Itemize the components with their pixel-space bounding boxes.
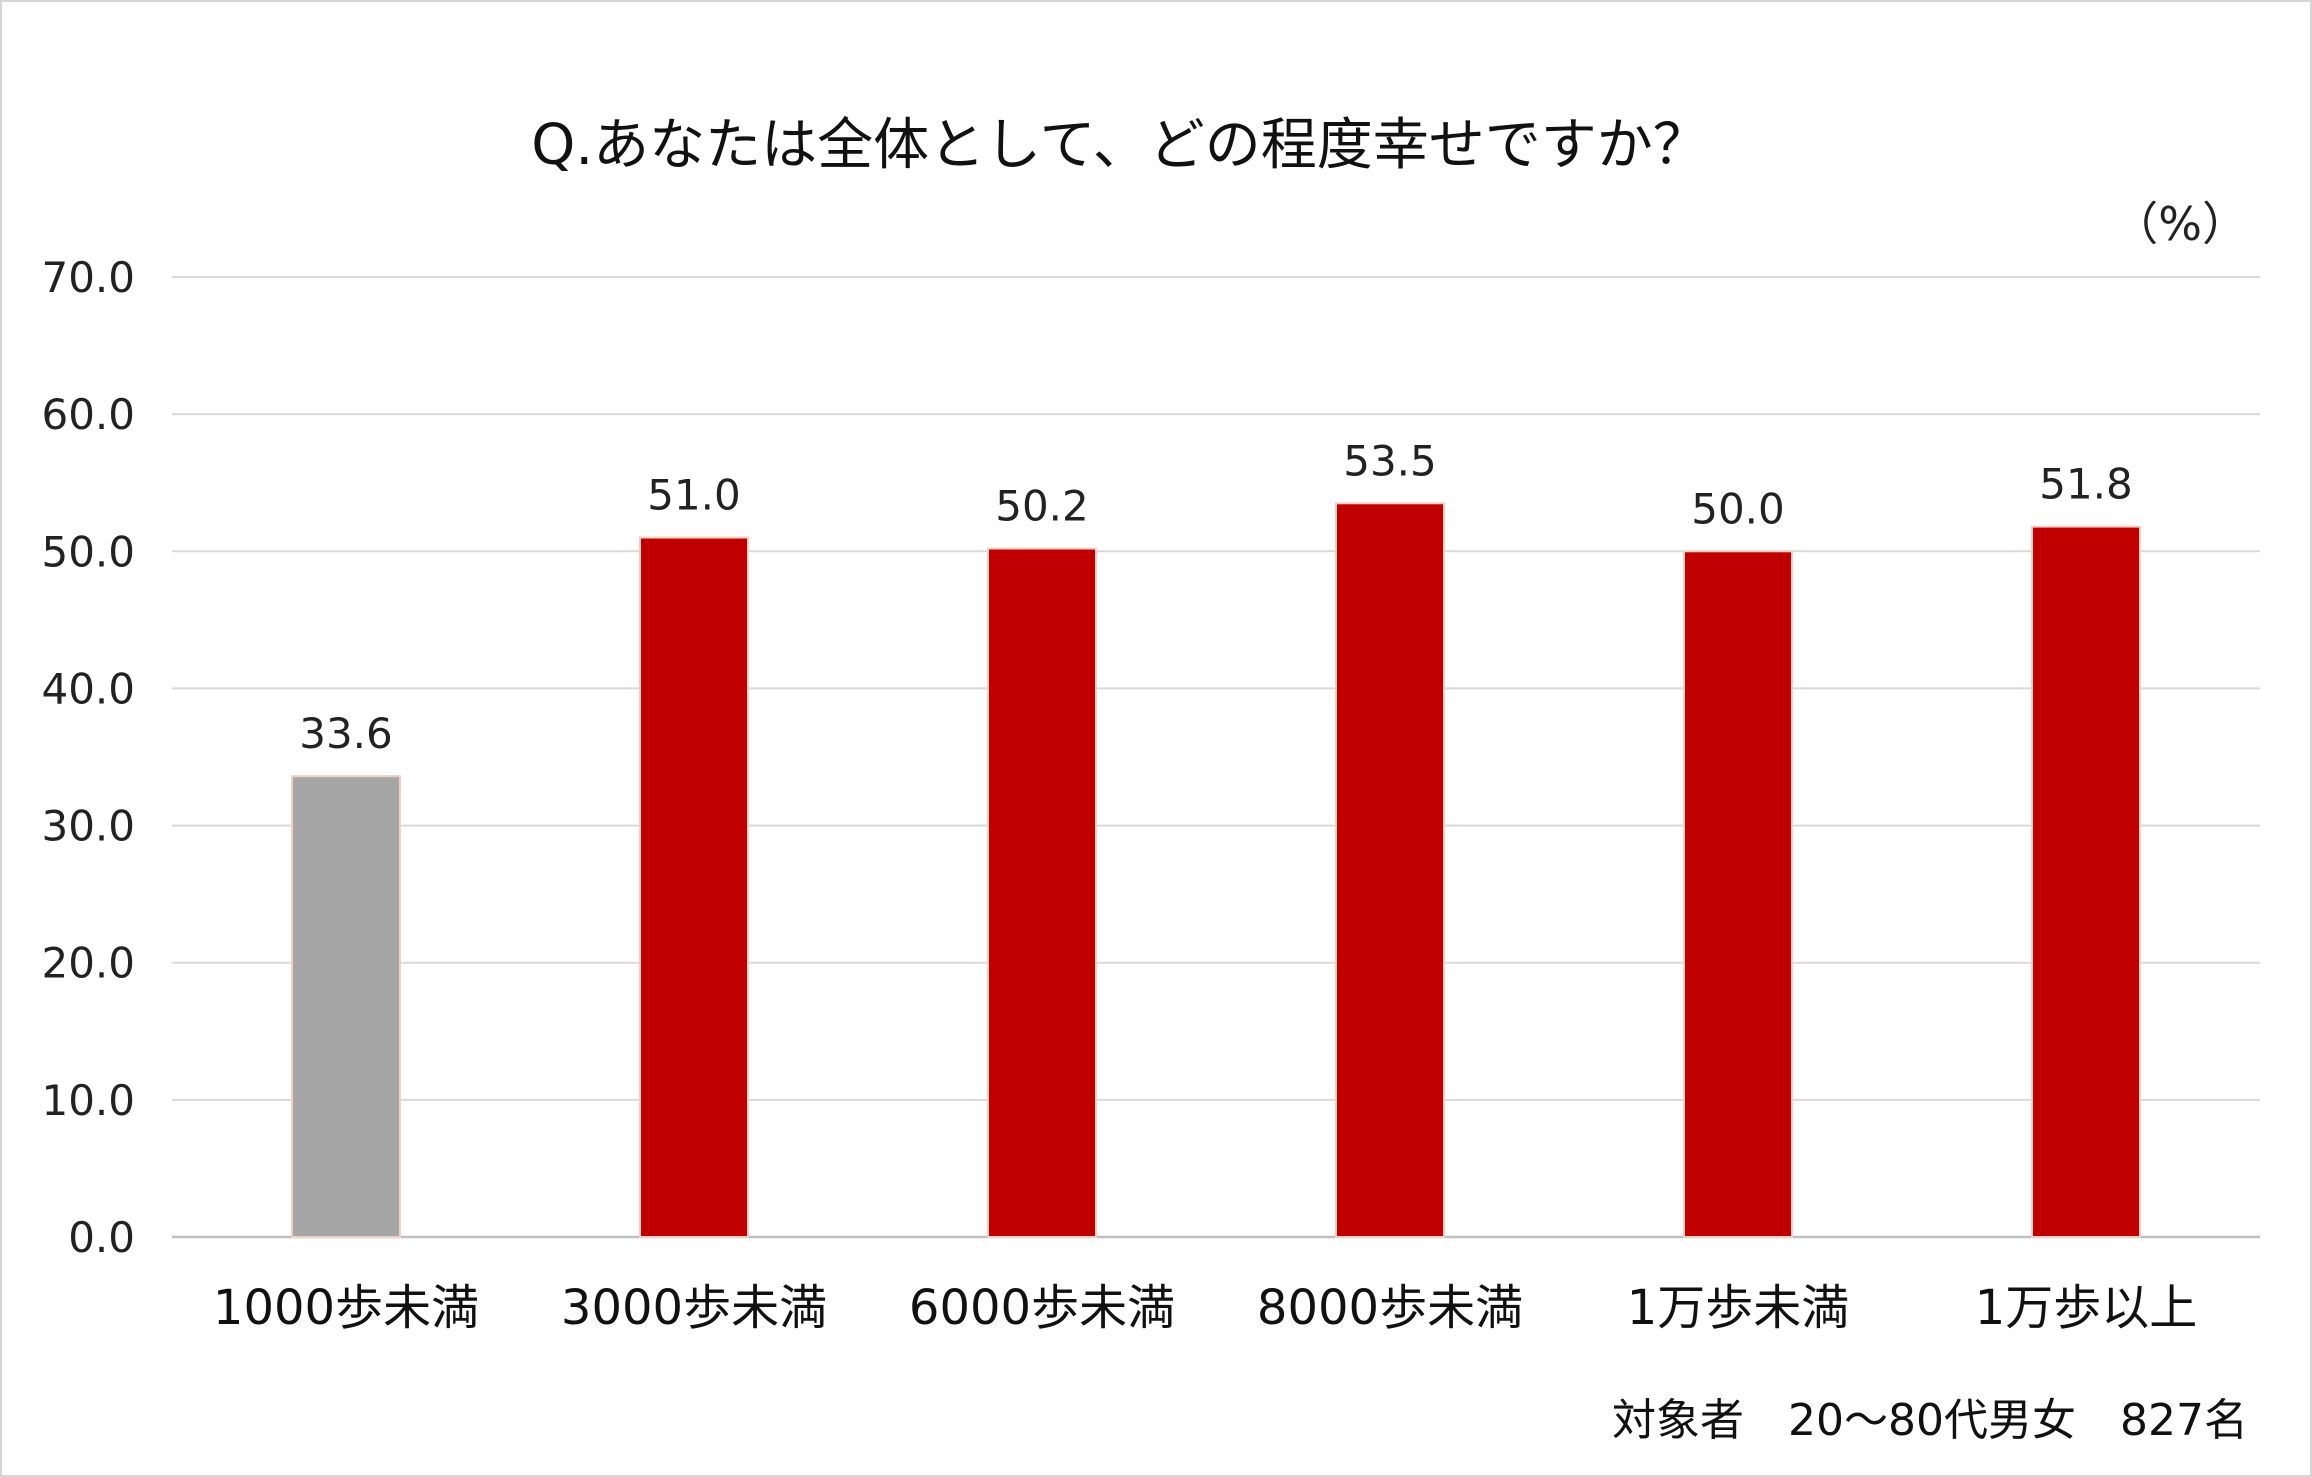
y-tick-label: 60.0 <box>41 390 135 439</box>
data-label-3: 53.5 <box>1343 436 1437 485</box>
unit-label: （%） <box>2112 197 2248 251</box>
y-tick-label: 40.0 <box>41 664 135 713</box>
category-label-0: 1000歩未満 <box>213 1280 479 1336</box>
data-label-1: 51.0 <box>647 471 741 520</box>
data-label-2: 50.2 <box>995 482 1089 531</box>
y-axis-ticks: 0.0 10.0 20.0 30.0 40.0 50.0 60.0 70.0 <box>41 253 135 1262</box>
y-tick-label: 50.0 <box>41 527 135 576</box>
bar-0 <box>291 775 401 1238</box>
category-label-4: 1万歩未満 <box>1627 1280 1850 1336</box>
category-label-1: 3000歩未満 <box>561 1280 827 1336</box>
data-label-5: 51.8 <box>2039 460 2133 509</box>
category-label-5: 1万歩以上 <box>1975 1280 2198 1336</box>
y-tick-label: 30.0 <box>41 802 135 851</box>
category-label-3: 8000歩未満 <box>1257 1280 1523 1336</box>
y-tick-label: 10.0 <box>41 1076 135 1125</box>
bar-3 <box>1335 502 1445 1238</box>
bar-4 <box>1683 550 1793 1238</box>
chart-title: Q.あなたは全体として、どの程度幸せですか？ <box>531 113 1708 178</box>
bar-2 <box>987 547 1097 1238</box>
y-tick-label: 0.0 <box>68 1213 135 1262</box>
bar-5 <box>2031 525 2141 1238</box>
bar-1 <box>639 536 749 1238</box>
value-labels: 33.6 51.0 50.2 53.5 50.0 51.8 <box>299 436 2133 758</box>
y-tick-label: 70.0 <box>41 253 135 302</box>
footnote: 対象者 20～80代男女 827名 <box>1612 1395 2248 1446</box>
category-label-2: 6000歩未満 <box>909 1280 1175 1336</box>
y-tick-label: 20.0 <box>41 939 135 988</box>
data-label-4: 50.0 <box>1691 484 1785 533</box>
data-label-0: 33.6 <box>299 709 393 758</box>
bars <box>291 502 2141 1238</box>
x-axis-categories: 1000歩未満 3000歩未満 6000歩未満 8000歩未満 1万歩未満 1万歩以上 <box>213 1280 2197 1336</box>
gridlines <box>172 276 2260 1239</box>
